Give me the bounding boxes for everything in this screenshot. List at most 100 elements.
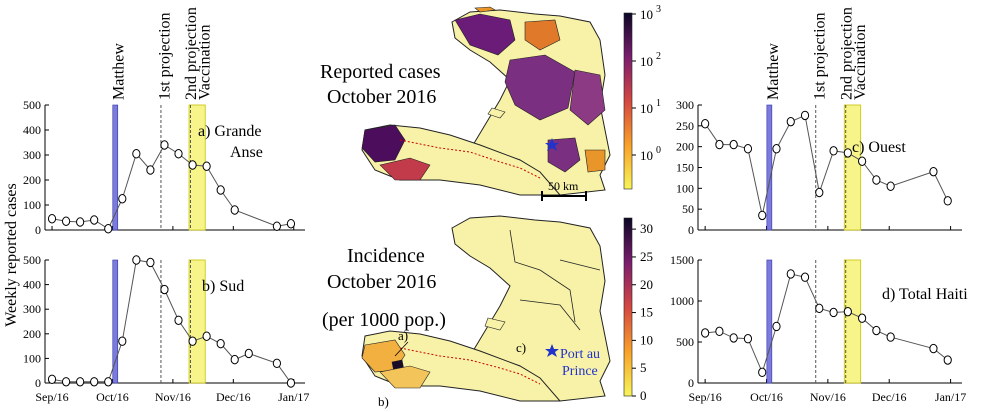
data-point: [146, 165, 155, 175]
colorbar-top-tick-exp: 2: [656, 51, 661, 62]
data-point: [188, 160, 197, 170]
map-label-c: c): [516, 340, 526, 355]
data-point: [202, 331, 211, 341]
map-top-dept-outline: [399, 139, 541, 179]
city-label-2: Prince: [562, 364, 598, 379]
data-point: [701, 328, 710, 338]
x-tick-label: Dec/16: [872, 390, 907, 404]
colorbar-bottom-tick-label: 25: [640, 249, 653, 264]
data-point: [758, 367, 767, 378]
map-top-gonave: [487, 107, 506, 119]
data-point: [729, 139, 738, 150]
map-top-title-2: October 2016: [327, 86, 436, 108]
panel-label: c) Ouest: [852, 139, 906, 156]
event-vaccination: Vaccination: [196, 24, 213, 100]
data-point: [216, 338, 225, 349]
y-tick-label: 500: [676, 335, 694, 349]
data-point: [872, 175, 881, 185]
map-top-title-1: Reported cases: [320, 61, 441, 83]
x-tick-label: Oct/16: [750, 390, 783, 404]
y-tick-label: 400: [23, 123, 41, 137]
data-point: [829, 307, 838, 318]
data-point: [758, 210, 767, 221]
data-point: [47, 214, 57, 224]
matthew-band: [112, 259, 119, 384]
map-top-region-artibonite: [504, 54, 576, 121]
y-tick-label: 300: [676, 98, 694, 112]
x-tick-label: Dec/16: [216, 390, 251, 404]
colorbar-bottom-tick-label: 0: [640, 388, 647, 403]
data-point: [729, 333, 738, 343]
map-top-region-grandanse: [361, 124, 406, 163]
panel-label: a) Grande: [198, 123, 262, 140]
data-point: [104, 377, 113, 387]
data-point: [743, 334, 753, 344]
y-tick-label: 200: [676, 140, 694, 154]
colorbar-bottom: [623, 217, 633, 397]
data-point: [800, 272, 810, 282]
panel-label-2: Anse: [230, 144, 263, 161]
data-point: [872, 325, 881, 336]
map-top-region-nw: [524, 19, 561, 51]
y-tick-label: 400: [23, 278, 41, 292]
map-bottom-gonave: [484, 317, 506, 331]
map-top-region-west: [547, 137, 581, 173]
y-tick-label: 100: [23, 198, 41, 212]
map-incidence: Incidence October 2016 (per 1000 pop.) P…: [322, 215, 653, 409]
panel-label: b) Sud: [202, 278, 244, 295]
colorbar-bottom-tick-label: 30: [640, 221, 653, 236]
data-point: [701, 119, 710, 129]
colorbar-top-tick-label: 10: [640, 54, 653, 69]
data-point: [244, 348, 253, 359]
data-point: [843, 148, 852, 158]
vaccination-band: [843, 259, 862, 384]
data-point: [786, 116, 795, 127]
y-tick-label: 100: [676, 181, 694, 195]
map-bottom-dept-outline: [399, 347, 541, 385]
data-point: [160, 284, 169, 295]
data-point: [61, 216, 71, 226]
colorbar-bottom-tick-label: 5: [640, 360, 647, 375]
y-tick-label: 300: [23, 302, 41, 316]
map-top-port-au-prince-star: [545, 138, 559, 151]
data-point: [286, 219, 296, 229]
data-point: [76, 217, 85, 227]
y-tick-label: 1500: [670, 253, 694, 267]
panel-label: d) Total Haiti: [882, 286, 968, 303]
data-point: [104, 224, 113, 234]
data-point: [858, 313, 867, 323]
y-tick-label: 0: [688, 223, 694, 237]
y-tick-label: 50: [682, 202, 694, 216]
map-top-region-east: [584, 149, 606, 173]
data-point: [118, 336, 127, 346]
y-tick-label: 150: [676, 161, 694, 175]
data-point: [786, 269, 795, 279]
colorbar-bottom-tick-label: 20: [640, 277, 653, 292]
data-point: [132, 255, 141, 265]
panel-b: 0 100 200 300 400 500 Sep/16 Oct/16 Nov/16 Dec/16…: [23, 253, 309, 404]
series-line: [704, 114, 949, 216]
panel-a: 0 100 200 300 400 500 a) Grande Anse: [23, 98, 305, 237]
x-tick-label: Sep/16: [688, 390, 721, 404]
colorbar-top-tick-label: 10: [640, 101, 653, 116]
data-point: [943, 196, 952, 206]
map-bottom-port-au-prince-star: [545, 344, 559, 357]
event-projection-1: 1st projection: [811, 12, 828, 100]
panel-c: 0 50 100 150 200 250 300 c) Ouest: [676, 98, 962, 237]
data-point: [146, 257, 155, 268]
map-top-region-centre: [569, 69, 606, 126]
x-tick-label: Sep/16: [35, 390, 68, 404]
data-point: [743, 144, 753, 154]
data-point: [772, 144, 781, 154]
data-point: [118, 194, 127, 204]
map-bottom-title-1: Incidence: [347, 245, 425, 267]
data-point: [90, 377, 99, 387]
data-point: [843, 306, 852, 317]
map-bottom-title-3: (per 1000 pop.): [322, 309, 446, 331]
data-point: [230, 354, 239, 365]
map-bottom-title-2: October 2016: [327, 271, 436, 293]
data-point: [272, 221, 281, 231]
map-label-a: a): [398, 328, 408, 343]
data-point: [815, 303, 824, 314]
